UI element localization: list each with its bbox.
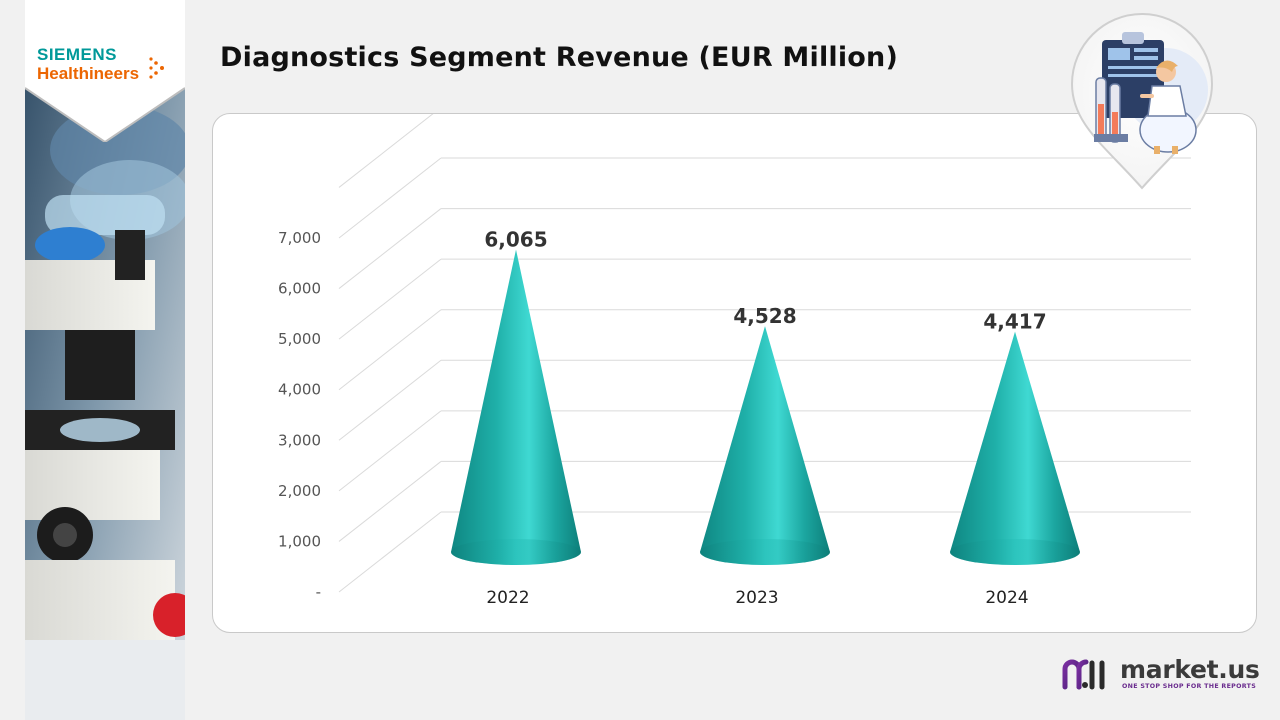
chart-panel: - 1,000 2,000 3,000 4,000 5,000 6,000 7,000 6,0…	[212, 113, 1257, 633]
logo-line-1: SIEMENS	[37, 45, 118, 64]
brand-tagline: ONE STOP SHOP FOR THE REPORTS	[1122, 683, 1257, 690]
gridline-diagonal	[338, 309, 442, 391]
cone-base	[451, 539, 581, 565]
gridline-diagonal	[338, 410, 442, 492]
cone-bar	[700, 326, 830, 565]
microscope-photo	[25, 0, 185, 720]
data-label: 4,528	[733, 304, 796, 328]
y-tick-label: 7,000	[278, 229, 321, 247]
data-labels: 6,065 4,528 4,417	[484, 228, 1046, 334]
y-tick-label: 5,000	[278, 330, 321, 348]
cone-base	[700, 539, 830, 565]
y-tick-label: 4,000	[278, 381, 321, 399]
y-tick-label: 3,000	[278, 431, 321, 449]
y-tick-label: -	[316, 583, 321, 601]
healthineers-dots-icon	[149, 57, 164, 79]
page-title: Diagnostics Segment Revenue (EUR Million…	[220, 42, 899, 73]
market-us-logo: market.us ONE STOP SHOP FOR THE REPORTS	[1062, 655, 1262, 695]
y-axis: - 1,000 2,000 3,000 4,000 5,000 6,000 7,000	[278, 229, 321, 601]
x-tick-label: 2022	[486, 588, 529, 608]
lab-photo-strip	[25, 0, 185, 720]
gridline-diagonal	[338, 157, 442, 239]
gridline-diagonal	[338, 511, 442, 593]
gridline-diagonal	[338, 114, 434, 188]
brand-name: market.us	[1120, 655, 1260, 684]
x-tick-label: 2024	[985, 588, 1028, 608]
y-tick-label: 1,000	[278, 532, 321, 550]
data-label: 4,417	[983, 310, 1046, 334]
chart-grid	[338, 114, 1191, 593]
x-tick-label: 2023	[735, 588, 778, 608]
gridline-diagonal	[338, 461, 442, 542]
cone-2024	[950, 331, 1080, 565]
cone-bar	[451, 249, 581, 566]
cone-2022	[451, 249, 581, 566]
cone-bar	[950, 331, 1080, 565]
cone-series	[451, 249, 1080, 566]
cone-base	[950, 539, 1080, 565]
data-label: 6,065	[484, 228, 547, 252]
cone-2023	[700, 326, 830, 565]
cone-chart: - 1,000 2,000 3,000 4,000 5,000 6,000 7,000 6,0…	[278, 114, 1191, 608]
logo-line-2: Healthineers	[37, 64, 140, 83]
gridline-diagonal	[338, 258, 442, 340]
gridline-diagonal	[338, 359, 442, 441]
lab-scientist-illustration	[1068, 12, 1216, 192]
gridline-diagonal	[338, 208, 442, 289]
y-tick-label: 2,000	[278, 482, 321, 500]
y-tick-label: 6,000	[278, 280, 321, 298]
x-axis: 2022 2023 2024	[486, 588, 1028, 608]
market-us-logo-icon	[1062, 659, 1105, 690]
siemens-logo: SIEMENS Healthineers	[25, 0, 185, 142]
